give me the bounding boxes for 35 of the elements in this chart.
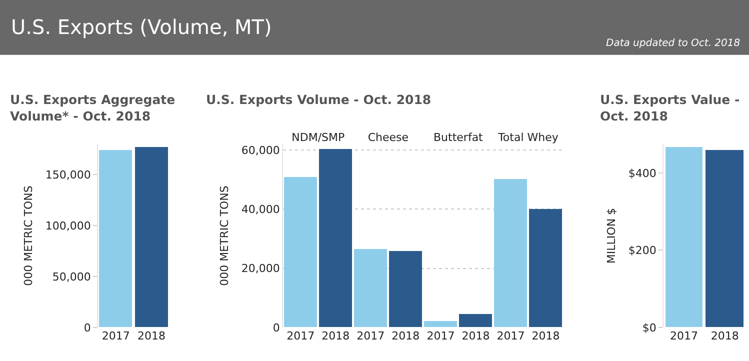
y-tick-label: 0 — [84, 321, 91, 334]
x-tick-label: 2017 — [670, 329, 698, 342]
y-tick-label: 20,000 — [241, 262, 280, 276]
chart-title: U.S. Exports Value - Oct. 2018 — [600, 92, 740, 124]
y-tick-label: 50,000 — [52, 270, 91, 284]
text: U.S. Exports (Volume, MT) — [11, 15, 272, 39]
y-tick-label: $200 — [628, 244, 656, 258]
y-tick-label: 60,000 — [241, 144, 280, 157]
y-tick-label: $0 — [642, 321, 656, 334]
y-axis-title: MILLION $ — [605, 208, 618, 264]
bar — [459, 314, 492, 328]
y-tick-label: 100,000 — [45, 219, 91, 232]
bar — [424, 321, 458, 328]
chart-title: U.S. Exports Aggregate Volume* - Oct. 2018 — [10, 92, 176, 124]
bar — [319, 149, 352, 328]
bar — [354, 249, 388, 328]
x-tick-label: Total Whey — [497, 130, 559, 144]
x-tick-label: Butterfat — [434, 130, 484, 144]
x-tick-label: 2018 — [137, 329, 166, 342]
y-axis-title: 000 METRIC TONS — [218, 186, 232, 286]
x-tick-label: NDM/SMP — [292, 130, 346, 144]
x-tick-label: 2017 — [102, 329, 130, 342]
x-tick-label: 2018 — [710, 329, 739, 342]
bar — [494, 179, 528, 328]
bar — [389, 251, 422, 328]
bar — [284, 177, 318, 328]
y-tick-label: 150,000 — [45, 168, 91, 182]
text: Data updated to Oct. 2018 — [606, 38, 740, 49]
bar — [529, 209, 562, 328]
y-tick-label: $400 — [628, 166, 656, 180]
chart-title: U.S. Exports Volume - Oct. 2018 — [206, 92, 432, 107]
x-tick-label: Cheese — [368, 130, 409, 144]
y-tick-label: 0 — [272, 321, 280, 334]
y-axis-title: 000 METRIC TONS — [22, 186, 36, 286]
y-tick-label: 40,000 — [241, 203, 280, 216]
